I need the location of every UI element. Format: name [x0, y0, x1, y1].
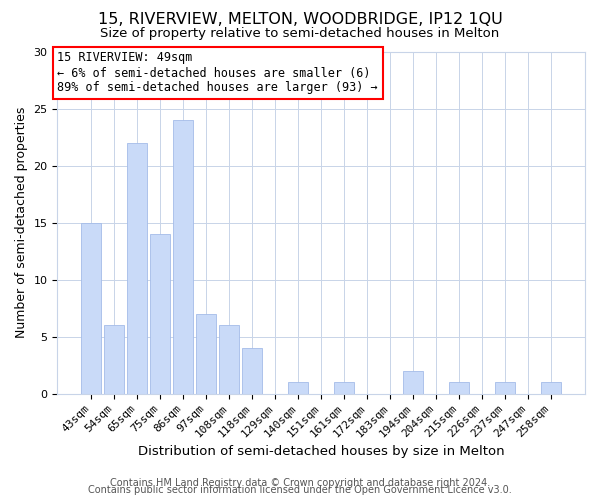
Bar [104, 325, 124, 394]
Text: 15, RIVERVIEW, MELTON, WOODBRIDGE, IP12 1QU: 15, RIVERVIEW, MELTON, WOODBRIDGE, IP12 … [98, 12, 502, 28]
Bar [196, 314, 216, 394]
Bar [403, 370, 423, 394]
Bar [242, 348, 262, 394]
Bar [289, 382, 308, 394]
Text: 15 RIVERVIEW: 49sqm
← 6% of semi-detached houses are smaller (6)
89% of semi-det: 15 RIVERVIEW: 49sqm ← 6% of semi-detache… [58, 52, 378, 94]
Bar [151, 234, 170, 394]
Bar [449, 382, 469, 394]
Text: Contains HM Land Registry data © Crown copyright and database right 2024.: Contains HM Land Registry data © Crown c… [110, 478, 490, 488]
Bar [127, 142, 147, 394]
Y-axis label: Number of semi-detached properties: Number of semi-detached properties [15, 107, 28, 338]
Bar [220, 325, 239, 394]
Text: Size of property relative to semi-detached houses in Melton: Size of property relative to semi-detach… [100, 28, 500, 40]
X-axis label: Distribution of semi-detached houses by size in Melton: Distribution of semi-detached houses by … [138, 444, 505, 458]
Bar [496, 382, 515, 394]
Bar [173, 120, 193, 394]
Bar [541, 382, 561, 394]
Bar [334, 382, 354, 394]
Bar [82, 222, 101, 394]
Text: Contains public sector information licensed under the Open Government Licence v3: Contains public sector information licen… [88, 485, 512, 495]
